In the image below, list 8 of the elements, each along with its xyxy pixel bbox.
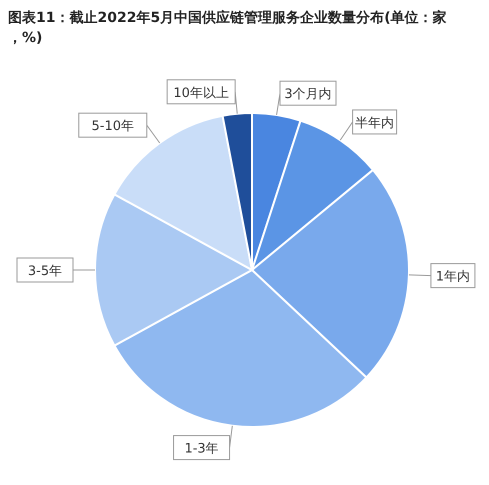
slice-label: 3-5年 <box>28 264 62 279</box>
chart-title: 图表11：截止2022年5月中国供应链管理服务企业数量分布(单位：家，%) <box>8 9 447 46</box>
slice-label: 1年内 <box>436 270 470 285</box>
slice-label: 3个月内 <box>284 87 332 102</box>
slice-label: 1-3年 <box>184 442 219 457</box>
slice-label: 半年内 <box>355 116 394 131</box>
slice-label: 10年以上 <box>173 86 229 101</box>
slice-label: 5-10年 <box>92 119 134 134</box>
